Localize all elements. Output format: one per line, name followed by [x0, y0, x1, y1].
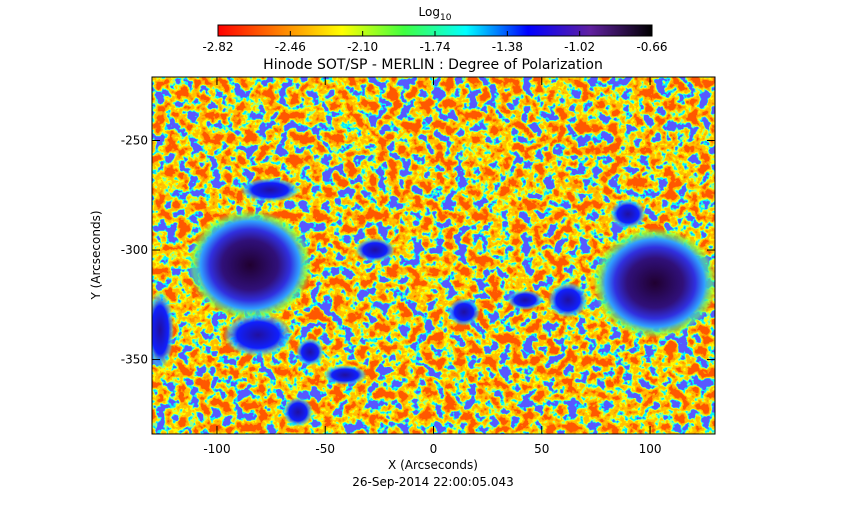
- colorbar-tick-label: -0.66: [636, 40, 667, 54]
- pore: [323, 365, 367, 385]
- colorbar-tick-label: -2.10: [347, 40, 378, 54]
- solar-image: [152, 77, 715, 434]
- pore: [240, 178, 300, 202]
- pore: [548, 282, 588, 318]
- colorbar-label-text: Log: [419, 5, 440, 19]
- x-axis-label: X (Arcseconds): [388, 458, 478, 472]
- y-tick-label: -250: [121, 134, 148, 148]
- x-tick-label: -50: [315, 442, 335, 456]
- y-axis-label: Y (Arcseconds): [89, 210, 103, 300]
- pore: [296, 338, 324, 366]
- pore: [152, 290, 174, 370]
- timestamp: 26-Sep-2014 22:00:05.043: [352, 475, 514, 489]
- pore: [610, 199, 646, 229]
- pore: [223, 313, 293, 357]
- colorbar-tick-label: -1.02: [564, 40, 595, 54]
- colorbar-tick-label: -1.74: [419, 40, 450, 54]
- x-tick-label: 0: [430, 442, 438, 456]
- y-tick-label: -350: [121, 353, 148, 367]
- colorbar-tick-label: -2.82: [202, 40, 233, 54]
- pore: [507, 290, 543, 310]
- chart-title: Hinode SOT/SP - MERLIN : Degree of Polar…: [263, 57, 603, 73]
- pore: [355, 238, 395, 262]
- x-tick-label: -100: [203, 442, 230, 456]
- colorbar-tick-label: -2.46: [275, 40, 306, 54]
- colorbar-label-sub: 10: [440, 13, 452, 23]
- colorbar-tick-label: -1.38: [492, 40, 523, 54]
- sunspot: [593, 228, 715, 338]
- colorbar-label: Log10: [419, 5, 452, 23]
- y-tick-label: -300: [121, 243, 148, 257]
- x-tick-label: 100: [639, 442, 662, 456]
- sunspot: [188, 210, 312, 320]
- pore: [283, 397, 313, 427]
- x-tick-label: 50: [534, 442, 549, 456]
- pore: [448, 298, 480, 326]
